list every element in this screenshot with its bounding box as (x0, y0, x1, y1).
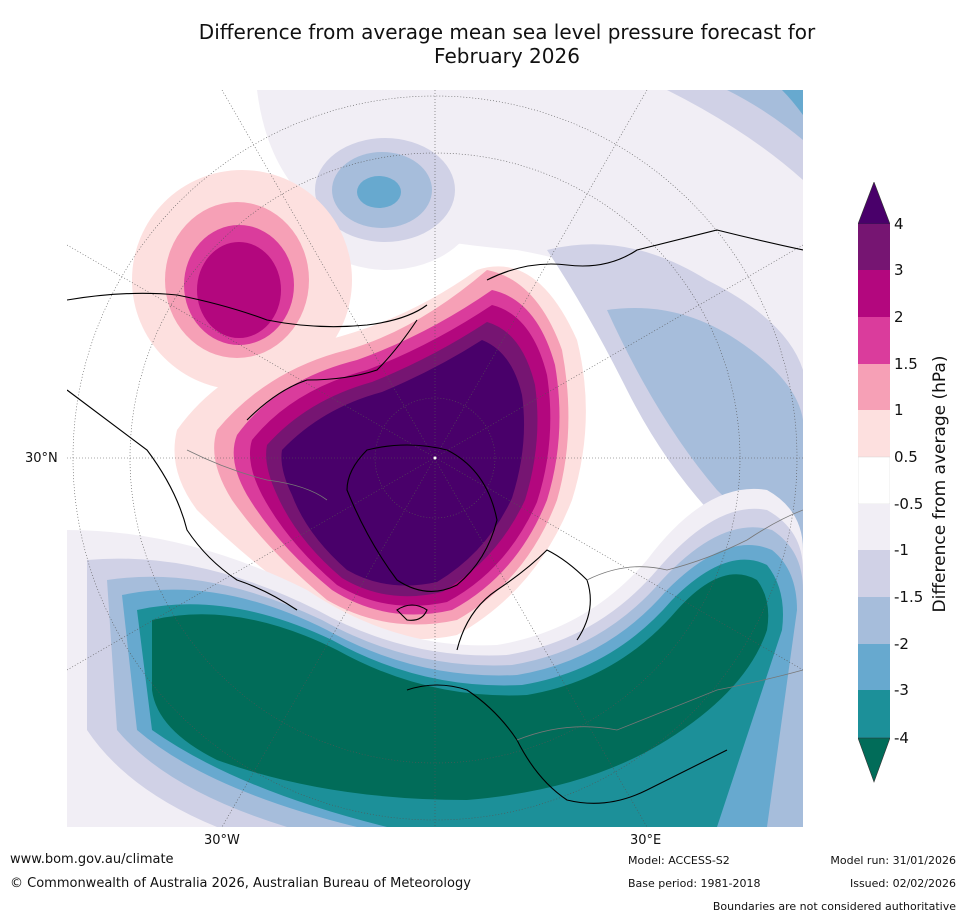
colorbar-tick-1: 1 (894, 401, 904, 419)
colorbar (858, 182, 890, 783)
colorbar-over-arrow (858, 182, 890, 225)
meridian-30e (221, 90, 648, 827)
footer-issued: Issued: 02/02/2026 (849, 877, 956, 890)
colorbar-band-m2-m15 (858, 597, 890, 644)
colorbar-title: Difference from average (hPa) (930, 355, 950, 613)
footer-base-period: Base period: 1981-2018 (628, 877, 761, 890)
contour-positive-arctic-4 (281, 340, 525, 586)
coastline-europe (406, 684, 728, 804)
colorbar-tick-neg-1: -1 (894, 541, 909, 559)
colorbar-band-m4-m3 (858, 690, 890, 738)
colorbar-band-m3-m2 (858, 644, 890, 690)
label-30n: 30°N (25, 451, 58, 466)
meridian-60e (67, 244, 803, 671)
footer-model: Model: ACCESS-S2 (628, 854, 730, 867)
colorbar-under-arrow (858, 737, 890, 783)
coastline-iceland (396, 604, 428, 621)
border-north-america (186, 449, 328, 501)
footer-disclaimer: Boundaries are not considered authoritat… (712, 900, 956, 913)
coastline-north-america (67, 389, 298, 611)
colorbar-tick-3: 3 (894, 261, 904, 279)
contour-negative-ne-corner-2 (727, 90, 803, 140)
colorbar-tick-neg-4: -4 (894, 729, 909, 747)
graticule-75n (374, 397, 496, 519)
meridian-60w (67, 244, 803, 671)
pressure-anomaly-map (67, 90, 803, 827)
colorbar-tick-neg-3: -3 (894, 681, 909, 699)
colorbar-tick-0-5: 0.5 (894, 448, 918, 466)
colorbar-band-15-2 (858, 317, 890, 364)
footer-website[interactable]: www.bom.gov.au/climate (10, 852, 174, 867)
colorbar-tick-neg-2: -2 (894, 635, 909, 653)
coastline-greenland (346, 444, 498, 592)
coastline-alaska (67, 292, 428, 328)
colorbar-band-05-1 (858, 410, 890, 457)
border-eurasia-north (586, 509, 803, 581)
contour-negative-ne-corner-3 (782, 90, 803, 115)
colorbar-band-3-4 (858, 224, 890, 270)
chart-title: Difference from average mean sea level p… (0, 20, 965, 68)
contour-negative-bering-4 (357, 176, 401, 208)
colorbar-tick-4: 4 (894, 215, 904, 233)
colorbar-tick-1-5: 1.5 (894, 355, 918, 373)
colorbar-tick-2: 2 (894, 308, 904, 326)
meridian-30w (221, 90, 648, 827)
coastline-siberia (486, 229, 803, 281)
contour-positive-alaska-4 (197, 242, 281, 338)
north-pole (433, 456, 437, 460)
label-30w: 30°W (204, 833, 240, 848)
contour-negative-atlantic-4 (152, 574, 769, 800)
colorbar-band-m15-m1 (858, 550, 890, 597)
colorbar-band-1-15 (858, 364, 890, 410)
title-line-1: Difference from average mean sea level p… (198, 20, 816, 44)
footer-copyright: © Commonwealth of Australia 2026, Austra… (10, 876, 471, 891)
title-line-2: February 2026 (434, 44, 580, 68)
colorbar-tick-neg-0-5: -0.5 (894, 495, 924, 513)
coastline-scandinavia (456, 549, 591, 651)
colorbar-band-neutral (858, 456, 890, 505)
colorbar-band-2-3 (858, 270, 890, 317)
label-30e: 30°E (630, 833, 662, 848)
colorbar-tick-neg-1-5: -1.5 (894, 588, 924, 606)
footer-model-run: Model run: 31/01/2026 (830, 854, 956, 867)
coastline-canada-arctic (246, 319, 418, 421)
border-eurasia-south (516, 669, 803, 741)
colorbar-band-m1-m05 (858, 504, 890, 550)
